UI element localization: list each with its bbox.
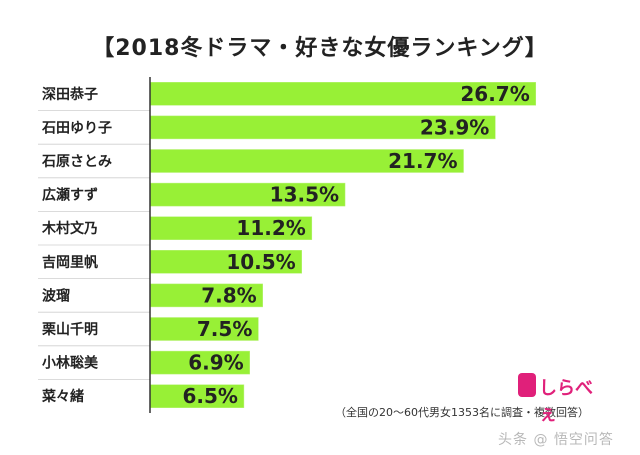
category-label: 栗山千明 [42,321,98,338]
survey-note: （全国の20～60代男女1353名に調査・複数回答） [335,406,589,419]
category-label: 石原さとみ [41,154,112,170]
watermark: 头条 @ 悟空问答 [498,432,614,448]
value-label: 6.5% [182,384,237,408]
category-label: 木村文乃 [41,220,98,237]
value-label: 13.5% [270,183,339,207]
logo-text: しらべぇ [539,378,593,425]
category-label: 広瀬すず [42,187,98,204]
value-label: 11.2% [236,216,305,240]
value-label: 23.9% [420,115,489,139]
category-label: 石田ゆり子 [41,120,112,136]
value-label: 26.7% [460,82,529,106]
category-label: 深田恭子 [42,86,98,103]
value-label: 6.9% [188,351,243,375]
shirabee-logo: しらべぇ [518,373,610,425]
value-label: 10.5% [226,250,295,274]
category-label: 波瑠 [42,287,70,304]
logo-mark-icon [518,373,536,397]
value-label: 7.5% [197,317,252,341]
category-label: 小林聡美 [42,355,99,372]
category-label: 菜々緒 [41,388,84,405]
chart-title: 【2018冬ドラマ・好きな女優ランキング】 [92,36,548,61]
category-label: 吉岡里帆 [42,254,98,271]
value-label: 21.7% [388,149,457,173]
value-label: 7.8% [201,283,256,307]
